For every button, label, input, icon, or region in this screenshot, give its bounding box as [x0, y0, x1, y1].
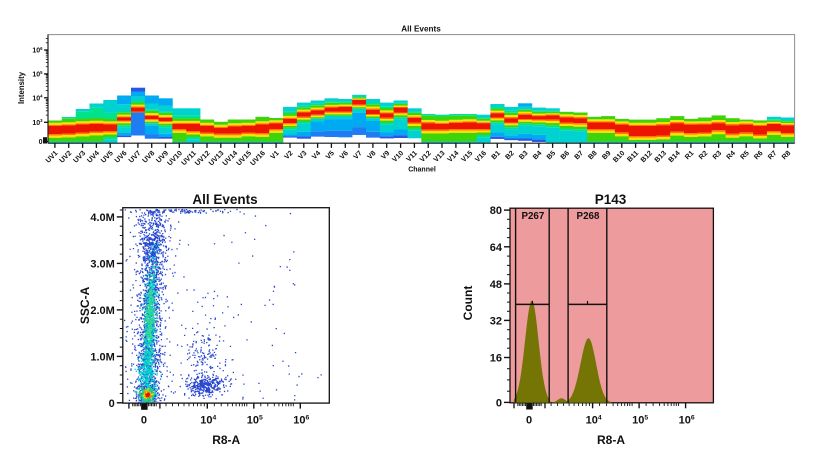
- svg-text:104: 104: [586, 414, 602, 426]
- svg-text:104: 104: [200, 414, 216, 426]
- svg-text:V4: V4: [310, 149, 322, 161]
- svg-text:4.0M: 4.0M: [90, 212, 114, 224]
- svg-text:16: 16: [490, 353, 502, 365]
- svg-text:80: 80: [490, 205, 502, 217]
- svg-text:V8: V8: [366, 149, 378, 161]
- svg-text:SSC-A: SSC-A: [78, 286, 92, 324]
- svg-text:0: 0: [526, 415, 532, 427]
- svg-text:Count: Count: [461, 286, 475, 321]
- svg-text:106: 106: [293, 414, 309, 426]
- svg-text:R8-A: R8-A: [212, 433, 240, 447]
- svg-text:V5: V5: [324, 149, 336, 161]
- svg-text:105: 105: [32, 70, 43, 79]
- svg-text:V7: V7: [352, 149, 364, 161]
- svg-text:32: 32: [490, 315, 502, 327]
- svg-text:0: 0: [141, 415, 147, 427]
- svg-text:106: 106: [32, 46, 43, 55]
- svg-text:V3: V3: [297, 149, 309, 161]
- svg-text:105: 105: [247, 414, 263, 426]
- svg-text:P267: P267: [521, 211, 544, 222]
- svg-text:105: 105: [632, 414, 648, 426]
- svg-text:Intensity: Intensity: [17, 71, 26, 104]
- svg-text:104: 104: [32, 94, 43, 103]
- svg-text:V9: V9: [380, 149, 392, 161]
- svg-text:64: 64: [490, 242, 503, 254]
- svg-text:0: 0: [496, 397, 502, 409]
- svg-text:0: 0: [109, 398, 115, 410]
- svg-text:P268: P268: [577, 211, 600, 222]
- svg-text:1.0M: 1.0M: [90, 351, 114, 363]
- svg-text:P143: P143: [595, 192, 627, 207]
- svg-text:V1: V1: [269, 149, 281, 161]
- svg-text:103: 103: [32, 118, 43, 127]
- svg-text:3.0M: 3.0M: [90, 258, 114, 270]
- svg-text:48: 48: [490, 279, 502, 291]
- svg-text:All Events: All Events: [192, 192, 257, 207]
- svg-text:2.0M: 2.0M: [90, 305, 114, 317]
- svg-text:All Events: All Events: [401, 25, 441, 34]
- svg-text:0: 0: [39, 139, 43, 146]
- svg-text:106: 106: [679, 414, 695, 426]
- svg-text:Channel: Channel: [408, 166, 436, 173]
- svg-text:V2: V2: [283, 149, 295, 161]
- svg-text:R8-A: R8-A: [597, 433, 625, 447]
- svg-text:V6: V6: [338, 149, 350, 161]
